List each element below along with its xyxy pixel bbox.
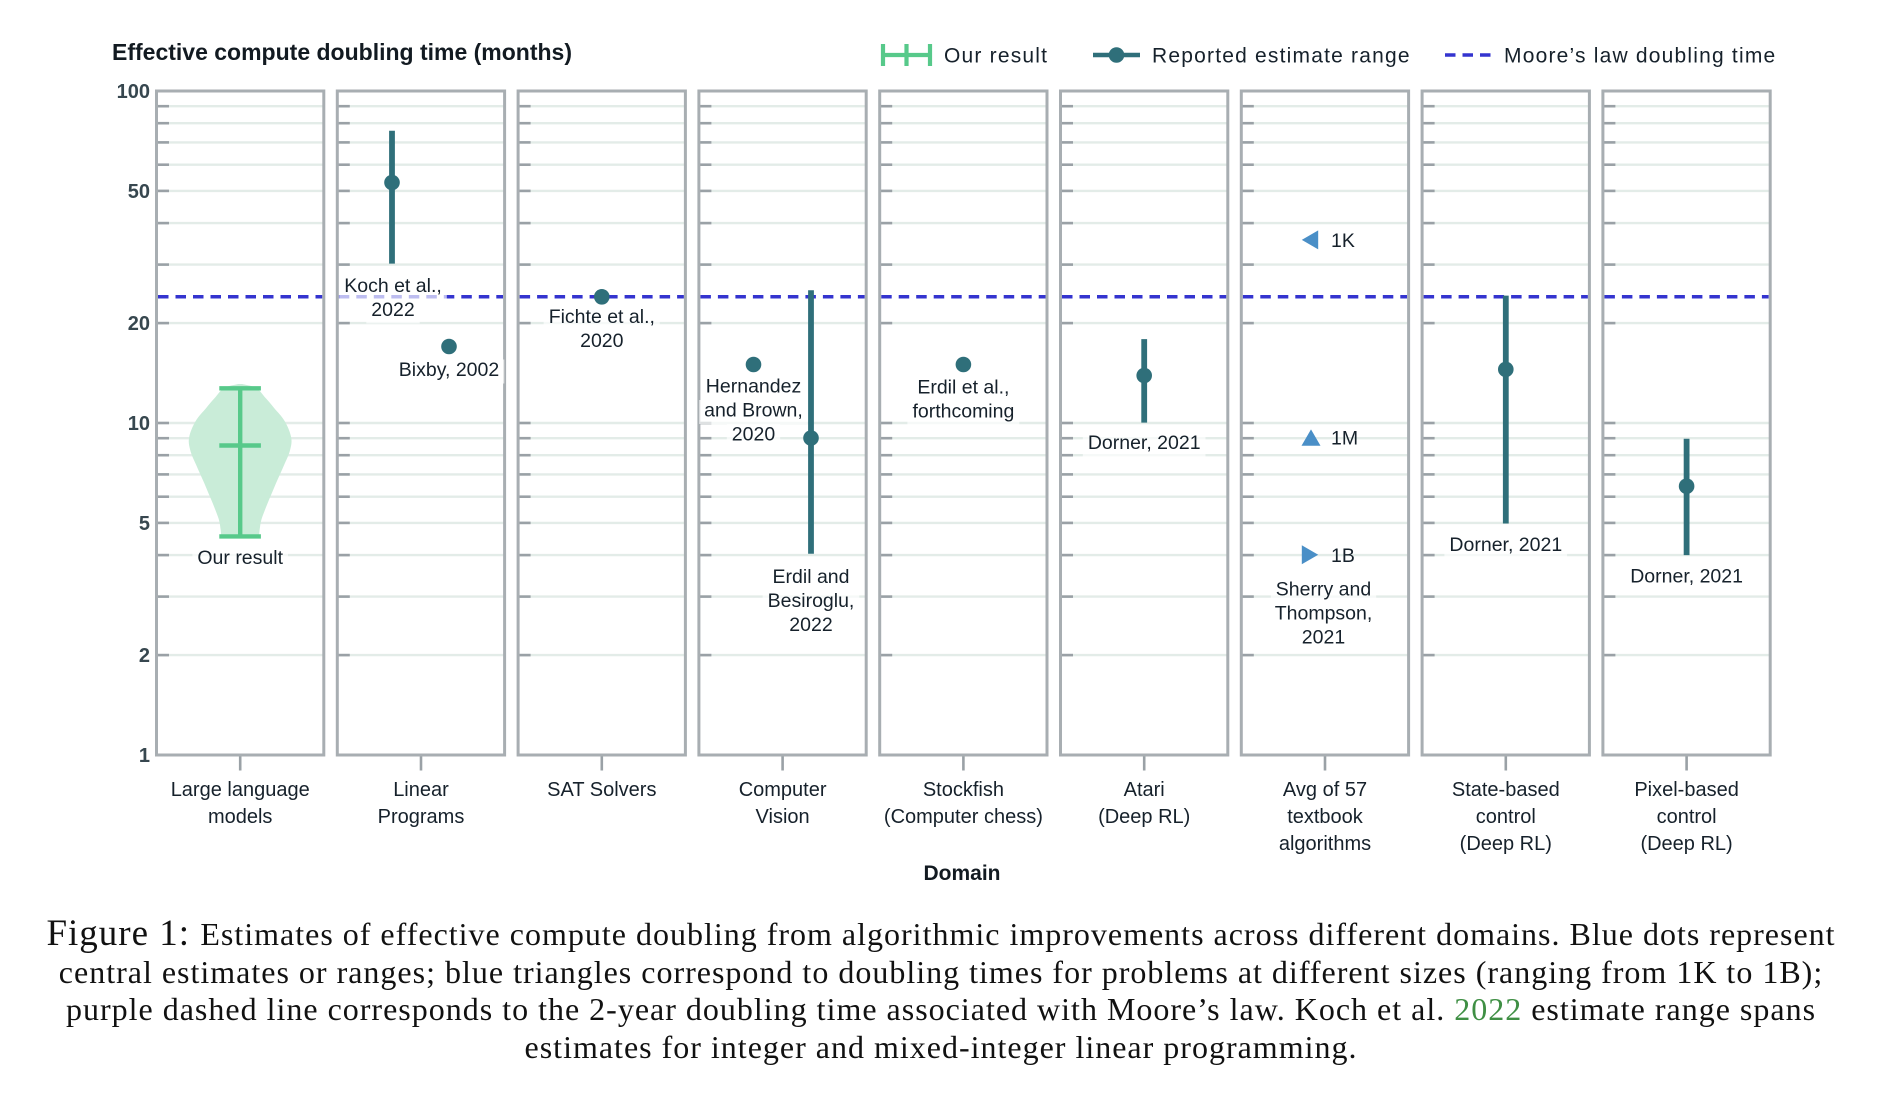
svg-text:(Deep RL): (Deep RL): [1460, 833, 1552, 855]
svg-text:Sherry and: Sherry and: [1276, 579, 1371, 601]
svg-text:State-based: State-based: [1452, 779, 1560, 801]
svg-text:5: 5: [139, 513, 150, 535]
svg-text:Koch et al.,: Koch et al.,: [344, 275, 442, 297]
svg-text:Computer: Computer: [739, 779, 827, 801]
svg-text:1B: 1B: [1331, 545, 1355, 567]
svg-text:20: 20: [128, 313, 150, 335]
svg-text:Domain: Domain: [923, 862, 1000, 885]
svg-text:Dorner, 2021: Dorner, 2021: [1088, 432, 1201, 454]
svg-text:SAT Solvers: SAT Solvers: [547, 779, 656, 801]
svg-text:1M: 1M: [1331, 428, 1358, 450]
svg-text:Reported estimate range: Reported estimate range: [1152, 45, 1411, 68]
svg-text:(Computer chess): (Computer chess): [884, 806, 1043, 828]
svg-text:Our result: Our result: [197, 547, 283, 569]
svg-text:50: 50: [128, 181, 150, 203]
svg-text:Hernandez: Hernandez: [706, 376, 801, 398]
svg-text:Linear: Linear: [393, 779, 449, 801]
svg-text:Moore’s law doubling time: Moore’s law doubling time: [1504, 45, 1776, 68]
svg-text:2: 2: [139, 645, 150, 667]
svg-text:2021: 2021: [1302, 627, 1345, 649]
svg-text:Vision: Vision: [756, 806, 810, 828]
svg-text:Stockfish: Stockfish: [923, 779, 1004, 801]
svg-text:2022: 2022: [789, 614, 832, 636]
svg-text:2020: 2020: [732, 424, 776, 446]
svg-text:Erdil et al.,: Erdil et al.,: [917, 377, 1009, 399]
svg-text:Fichte et al.,: Fichte et al.,: [549, 306, 655, 328]
svg-text:textbook: textbook: [1287, 806, 1364, 828]
svg-text:Effective compute doubling tim: Effective compute doubling time (months): [112, 39, 572, 65]
svg-text:Programs: Programs: [378, 806, 465, 828]
svg-text:Atari: Atari: [1124, 779, 1165, 801]
svg-text:Bixby, 2002: Bixby, 2002: [399, 359, 499, 381]
svg-text:Dorner, 2021: Dorner, 2021: [1449, 534, 1562, 556]
svg-text:1K: 1K: [1331, 230, 1355, 252]
svg-text:2022: 2022: [371, 299, 414, 321]
svg-text:10: 10: [128, 413, 150, 435]
svg-text:Besiroglu,: Besiroglu,: [768, 590, 855, 612]
svg-text:control: control: [1657, 806, 1717, 828]
svg-text:algorithms: algorithms: [1279, 833, 1371, 855]
svg-text:control: control: [1476, 806, 1536, 828]
svg-text:2020: 2020: [580, 330, 624, 352]
svg-text:(Deep RL): (Deep RL): [1098, 806, 1190, 828]
svg-text:Thompson,: Thompson,: [1275, 603, 1373, 625]
svg-text:Our result: Our result: [944, 45, 1048, 68]
svg-text:100: 100: [117, 81, 150, 103]
svg-text:Dorner, 2021: Dorner, 2021: [1630, 566, 1743, 588]
svg-text:forthcoming: forthcoming: [912, 401, 1014, 423]
svg-text:Pixel-based: Pixel-based: [1634, 779, 1739, 801]
svg-text:(Deep RL): (Deep RL): [1640, 833, 1732, 855]
svg-text:Erdil and: Erdil and: [773, 566, 850, 588]
svg-text:Avg of 57: Avg of 57: [1283, 779, 1367, 801]
svg-text:models: models: [208, 806, 272, 828]
svg-text:and Brown,: and Brown,: [704, 400, 803, 422]
svg-text:Large language: Large language: [171, 779, 310, 801]
svg-text:1: 1: [139, 745, 150, 767]
